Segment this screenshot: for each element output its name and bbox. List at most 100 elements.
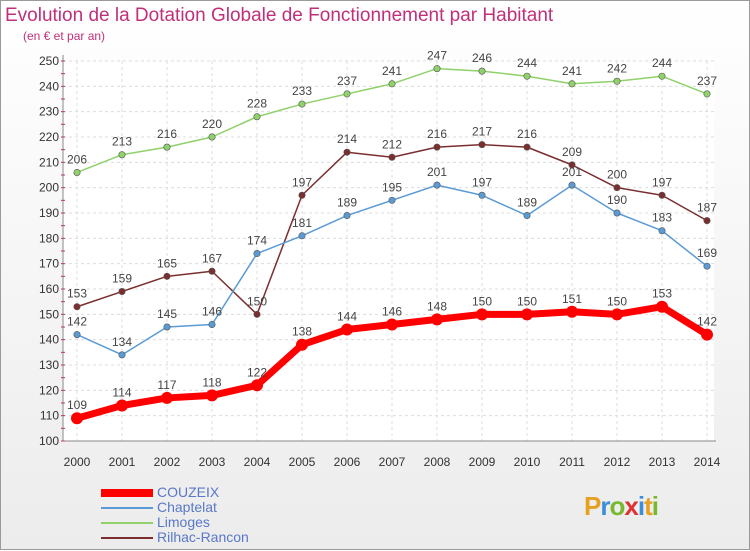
data-point <box>433 65 441 73</box>
data-point <box>433 181 441 189</box>
data-point <box>253 113 261 121</box>
y-tick-label: 230 <box>39 105 59 119</box>
y-tick-label: 220 <box>39 130 59 144</box>
plot-area <box>63 61 714 441</box>
y-tick-label: 130 <box>39 358 59 372</box>
y-tick-label: 100 <box>39 434 59 448</box>
data-point <box>523 72 531 80</box>
data-label: 197 <box>472 175 492 189</box>
data-label: 118 <box>202 375 221 389</box>
data-label: 220 <box>202 117 222 131</box>
data-point <box>163 323 171 331</box>
data-label: 138 <box>292 325 312 339</box>
data-label: 183 <box>652 211 672 225</box>
chart-title: Evolution de la Dotation Globale de Fonc… <box>5 5 554 26</box>
x-tick-label: 2002 <box>154 455 181 469</box>
data-label: 134 <box>112 335 132 349</box>
data-label: 153 <box>652 287 672 301</box>
series-rilhac-rancon <box>73 141 711 318</box>
data-label: 122 <box>247 365 267 379</box>
data-point <box>566 305 578 318</box>
data-label: 244 <box>517 56 537 70</box>
data-point <box>251 379 263 392</box>
data-point <box>341 323 353 336</box>
data-point <box>298 100 306 108</box>
x-tick-label: 2006 <box>334 455 361 469</box>
data-point <box>71 412 83 425</box>
data-point <box>703 90 711 98</box>
data-label: 244 <box>652 56 672 70</box>
x-tick-label: 2010 <box>514 455 541 469</box>
y-tick-label: 240 <box>39 79 59 93</box>
series-limoges <box>73 65 711 176</box>
data-point <box>703 217 711 225</box>
data-label: 150 <box>247 294 267 308</box>
legend-label: Limoges <box>157 514 210 530</box>
data-label: 233 <box>292 84 312 98</box>
y-tick-label: 110 <box>40 409 59 423</box>
data-point <box>208 267 216 275</box>
data-point <box>613 209 621 217</box>
legend-label: Rilhac-Rancon <box>157 529 249 545</box>
data-label: 190 <box>607 193 627 207</box>
data-label: 209 <box>562 145 582 159</box>
y-tick-label: 120 <box>39 383 59 397</box>
data-label: 216 <box>427 127 447 141</box>
data-point <box>118 351 126 359</box>
data-point <box>388 80 396 88</box>
data-point <box>701 328 713 341</box>
data-label: 153 <box>67 287 87 301</box>
data-label: 201 <box>427 165 447 179</box>
data-label: 159 <box>112 272 132 286</box>
data-label: 212 <box>382 137 402 151</box>
chart-subtitle: (en € et par an) <box>23 29 106 43</box>
data-label: 165 <box>157 256 177 270</box>
data-point <box>568 161 576 169</box>
data-point <box>658 227 666 235</box>
data-label: 146 <box>382 304 402 318</box>
series-chaptelat <box>73 181 711 359</box>
data-label: 189 <box>337 196 357 210</box>
data-point <box>253 310 261 318</box>
data-label: 206 <box>67 152 87 166</box>
data-label: 169 <box>697 246 717 260</box>
data-label: 142 <box>67 315 87 329</box>
x-tick-label: 2000 <box>64 455 91 469</box>
data-label: 241 <box>562 64 582 78</box>
data-point <box>206 389 218 402</box>
data-point <box>568 80 576 88</box>
data-point <box>431 313 443 326</box>
data-label: 151 <box>562 292 582 306</box>
x-tick-label: 2004 <box>244 455 271 469</box>
data-point <box>613 77 621 85</box>
data-point <box>478 67 486 75</box>
data-label: 148 <box>427 299 447 313</box>
y-tick-label: 180 <box>39 231 59 245</box>
data-point <box>388 153 396 161</box>
data-point <box>116 399 128 412</box>
data-point <box>118 288 126 296</box>
data-point <box>343 148 351 156</box>
data-point <box>613 184 621 192</box>
x-tick-label: 2007 <box>379 455 406 469</box>
data-label: 109 <box>67 398 87 412</box>
y-tick-label: 140 <box>39 333 59 347</box>
data-label: 167 <box>202 251 222 265</box>
data-point <box>161 391 173 404</box>
data-label: 181 <box>292 216 312 230</box>
y-tick-label: 170 <box>39 257 59 271</box>
x-tick-label: 2008 <box>424 455 451 469</box>
proxiti-logo: Proxiti <box>584 491 659 521</box>
data-point <box>298 191 306 199</box>
data-point <box>343 212 351 220</box>
x-tick-label: 2011 <box>559 455 585 469</box>
data-point <box>611 308 623 321</box>
data-point <box>388 196 396 204</box>
data-point <box>208 320 216 328</box>
y-tick-label: 190 <box>39 206 59 220</box>
data-label: 117 <box>157 378 176 392</box>
data-point <box>703 262 711 270</box>
data-point <box>478 191 486 199</box>
x-tick-label: 2012 <box>604 455 631 469</box>
